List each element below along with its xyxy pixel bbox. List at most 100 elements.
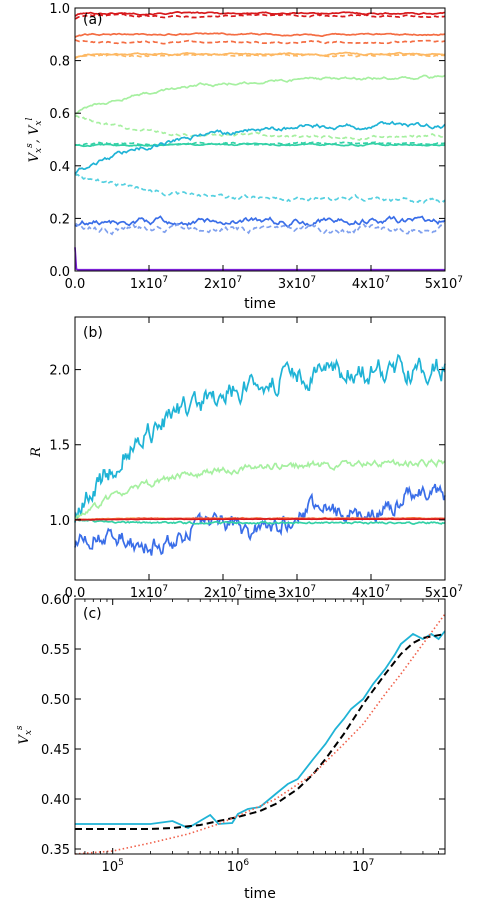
x-tick-exp: 7 [457, 275, 463, 285]
y-tick-label: 0.35 [41, 843, 70, 858]
x-tick-exp: 6 [243, 858, 249, 868]
panel-a-ylabel-sub2: x [34, 121, 44, 126]
panel-c-label: (c) [83, 606, 102, 622]
panel-a-series-line [74, 53, 446, 59]
x-tick-label: 5x107 [425, 275, 463, 292]
y-tick-label: 0.40 [41, 793, 70, 808]
panel-a-series-line [74, 173, 446, 204]
panel-a-series [74, 11, 446, 271]
panel-a-series-line [74, 142, 446, 148]
panel-a-ylabel-sup1: s [25, 143, 35, 148]
x-tick-base: 3x10 [278, 277, 311, 292]
x-tick-base: 5x10 [425, 586, 458, 601]
x-tick-label: 0.0 [65, 277, 86, 292]
y-tick-label: 0.2 [49, 212, 70, 227]
y-tick-label: 0.55 [41, 643, 70, 658]
panel-a-series-line [74, 74, 446, 115]
panel-a-ylabel-v2: , V [27, 124, 42, 143]
x-tick-label: 4x107 [352, 584, 390, 601]
panel-a-series-line [74, 247, 445, 271]
x-tick-base: 4x10 [352, 586, 385, 601]
x-tick-exp: 7 [310, 584, 316, 594]
panel-b-series-line [74, 483, 446, 556]
x-tick-label: 107 [352, 858, 374, 875]
y-tick-label: 1.5 [49, 439, 70, 454]
x-tick-base: 10 [352, 860, 369, 875]
y-tick-label: 0.4 [49, 160, 70, 175]
panel-a-ticks: 0.0 1x107 2x107 3x107 4x107 5x1070.00.20.40.6… [49, 2, 463, 292]
panel-a-ylabel-v1: V [27, 151, 42, 162]
x-tick-exp: 7 [162, 275, 168, 285]
x-tick-base: 10 [102, 860, 119, 875]
panel-a-series-line [74, 215, 446, 228]
y-tick-label: 0.8 [49, 55, 70, 70]
panel-b-ylabel: R [29, 447, 44, 458]
x-tick-exp: 7 [162, 584, 168, 594]
x-tick-label: 0.0 [65, 586, 86, 601]
panel-a-ylabel-sup2: l [25, 118, 35, 121]
x-tick-base: 1x10 [130, 586, 163, 601]
x-tick-label: 2x107 [204, 275, 242, 292]
x-tick-base: 1x10 [130, 277, 163, 292]
panel-a-series-line [74, 13, 446, 20]
panel-b-series-line [74, 353, 446, 523]
panel-b-series [74, 353, 446, 556]
x-tick-base: 4x10 [352, 277, 385, 292]
x-tick-label: 3x107 [278, 584, 316, 601]
panel-c-ylabel-sup: s [15, 725, 25, 730]
y-tick-label: 2.0 [49, 364, 70, 379]
x-tick-label: 5x107 [425, 584, 463, 601]
x-tick-exp: 7 [457, 584, 463, 594]
y-tick-label: 1.0 [49, 514, 70, 529]
x-tick-base: 2x10 [204, 586, 237, 601]
x-tick-exp: 7 [384, 275, 390, 285]
panel-c-frame [74, 598, 446, 855]
panel-a-ylabel-sub1: x [34, 148, 44, 153]
x-tick-base: 5x10 [425, 277, 458, 292]
x-tick-exp: 7 [236, 584, 242, 594]
panel-a-label: (a) [83, 12, 103, 28]
y-tick-label: 0.60 [41, 593, 70, 608]
x-tick-exp: 7 [310, 275, 316, 285]
panel-a-series-line [74, 11, 446, 17]
panel-b-label: (b) [83, 325, 103, 341]
panel-a-frame [74, 7, 446, 272]
panel-b-series-line [74, 518, 446, 525]
panel-c-series [74, 613, 446, 855]
y-tick-label: 0.6 [49, 107, 70, 122]
x-tick-label: 2x107 [204, 584, 242, 601]
panel-c-series-line [74, 613, 446, 855]
panel-b-series-line [74, 517, 445, 521]
x-tick-label: 3x107 [278, 275, 316, 292]
x-tick-exp: 7 [369, 858, 375, 868]
x-tick-exp: 7 [384, 584, 390, 594]
panel-b-frame [74, 316, 446, 581]
panel-c-ylabel-v: V [17, 734, 32, 745]
panel-a-series-line [74, 115, 446, 142]
panel-b-xlabel: time [244, 586, 276, 602]
panel-a-xlabel: time [244, 296, 276, 312]
panel-b-series-line [74, 458, 446, 522]
x-tick-exp: 5 [118, 858, 124, 868]
panel-a-series-line [74, 39, 446, 45]
panel-a-series-line [74, 141, 446, 147]
panel-c-ylabel-sub: x [24, 730, 34, 735]
x-tick-label: 1x107 [130, 275, 168, 292]
panel-c-ylabel: Vxs [15, 725, 34, 744]
x-tick-label: 1x107 [130, 584, 168, 601]
panel-c-xlabel: time [244, 886, 276, 902]
x-tick-label: 106 [227, 858, 250, 875]
panel-a-ylabel: Vxs, Vxl [25, 118, 44, 163]
panel-a: 0.0 1x107 2x107 3x107 4x107 5x1070.00.20.40.6… [25, 2, 463, 312]
x-tick-label: 105 [102, 858, 124, 875]
panel-a-series-line [74, 120, 446, 175]
x-tick-base: 3x10 [278, 586, 311, 601]
y-tick-label: 0.0 [49, 265, 70, 280]
y-tick-label: 0.50 [41, 693, 70, 708]
x-tick-base: 10 [227, 860, 244, 875]
